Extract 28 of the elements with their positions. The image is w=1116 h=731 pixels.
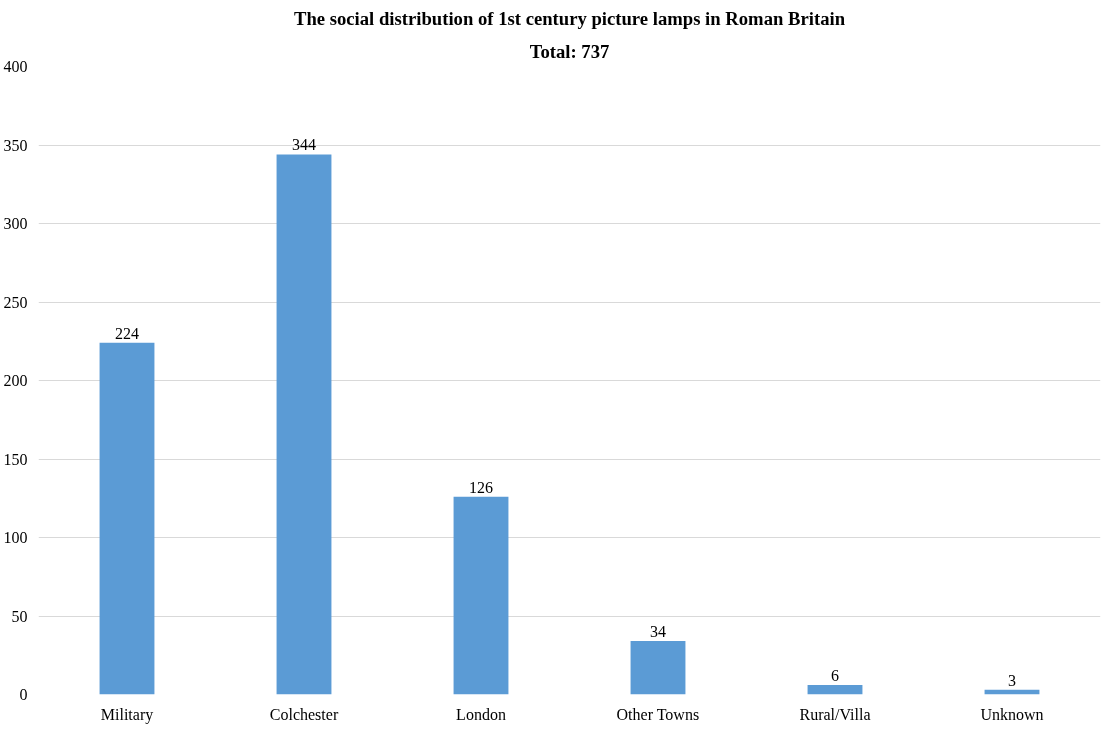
y-tick-label: 100 [3,529,28,546]
y-tick-label: 200 [3,372,28,389]
y-tick-label: 250 [3,293,28,311]
x-tick-label: London [456,705,506,723]
data-label: 224 [115,324,139,342]
chart-subtitle: Total: 737 [529,40,610,62]
data-label: 6 [831,667,839,685]
chart-title: The social distribution of 1st century picture lamps in Roman Britain [293,7,846,29]
y-tick-label: 300 [3,215,28,232]
data-label: 3 [1008,671,1016,689]
y-tick-label: 150 [3,450,28,468]
data-label: 34 [650,623,666,641]
x-tick-label: Unknown [980,705,1044,723]
data-label: 126 [469,478,493,496]
bar [276,154,332,695]
bar [807,685,863,695]
bar [630,641,686,695]
y-tick-label: 0 [19,686,28,703]
x-tick-label: Rural/Villa [799,705,871,723]
x-tick-label: Military [100,705,154,724]
x-tick-label: Colchester [269,705,339,723]
x-tick-label: Other Towns [616,705,700,723]
bar [453,496,509,695]
y-tick-label: 350 [3,136,28,154]
y-tick-label: 400 [3,58,28,75]
data-label: 344 [292,136,316,154]
y-tick-label: 50 [11,607,28,625]
bar [99,342,155,695]
